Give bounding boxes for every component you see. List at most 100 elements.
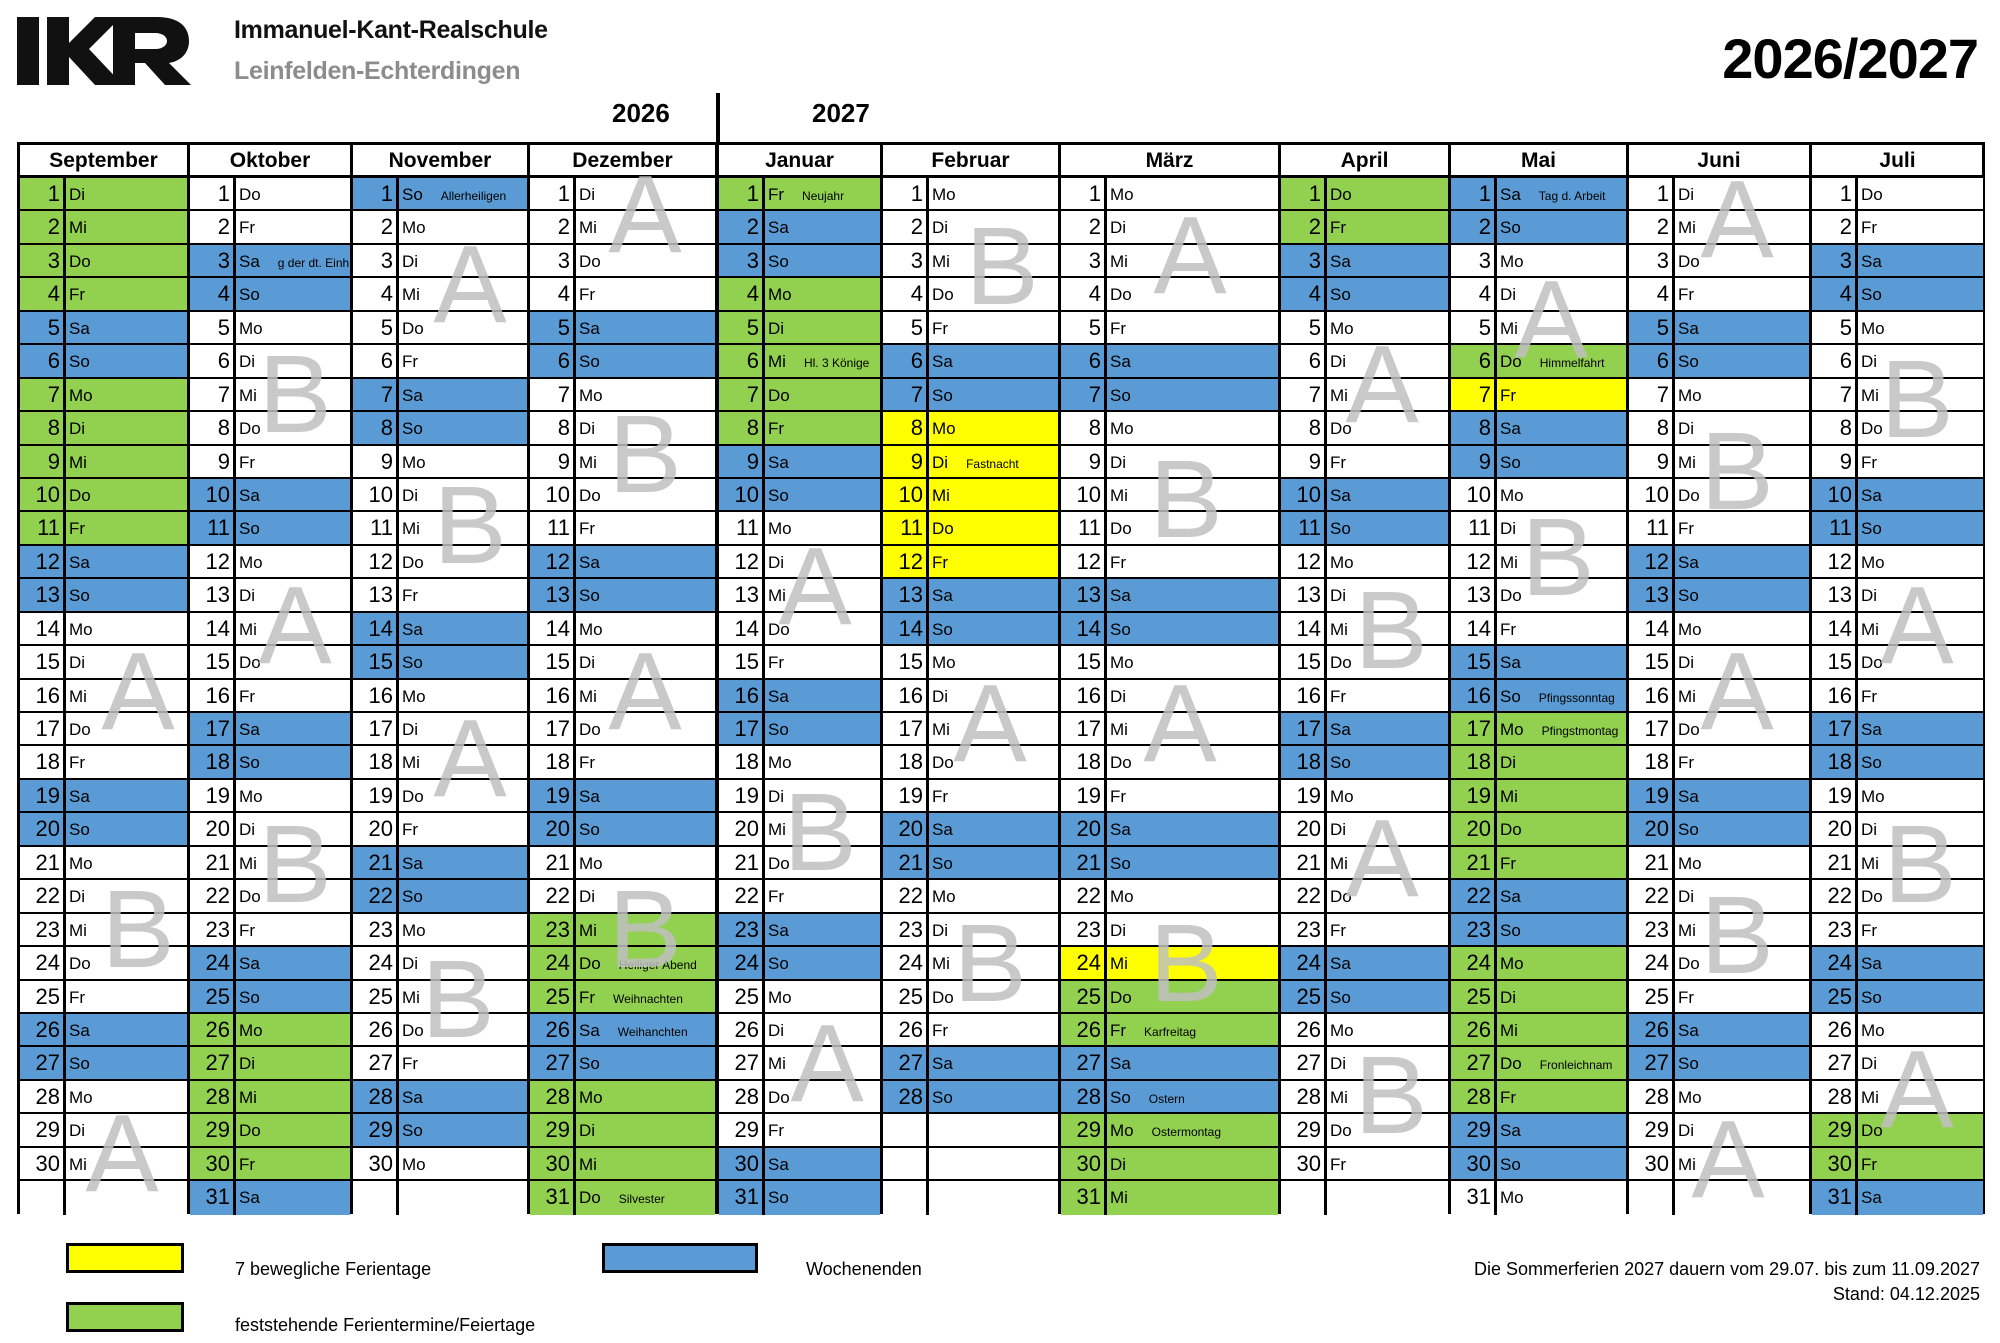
day-cell: 26 Sa Weihanchten bbox=[530, 1013, 715, 1048]
school-name: Immanuel-Kant-Realschule bbox=[234, 16, 548, 44]
weekday-label: Sa bbox=[1675, 780, 1809, 811]
day-number: 5 bbox=[353, 311, 399, 344]
weekday-label bbox=[929, 1181, 1058, 1214]
day-cell: 31 Mi bbox=[1061, 1181, 1278, 1215]
day-cell: 3 Di bbox=[353, 244, 527, 279]
weekday-abbrev: Mi bbox=[1678, 1154, 1696, 1174]
weekday-label: Fr bbox=[399, 813, 527, 844]
weekday-abbrev: Mi bbox=[1861, 619, 1879, 639]
weekday-label: Mo bbox=[765, 746, 880, 777]
day-cell: 25 So bbox=[1281, 980, 1448, 1014]
day-cell: 7 Fr bbox=[1451, 378, 1626, 413]
day-number bbox=[353, 1181, 399, 1215]
weekday-abbrev: Mi bbox=[1678, 452, 1696, 472]
day-cell: 28 Mi bbox=[1281, 1080, 1448, 1115]
day-cell: 30 So bbox=[1451, 1147, 1626, 1182]
day-cell: 11 Fr bbox=[1629, 512, 1809, 546]
weekday-abbrev: Mo bbox=[1110, 419, 1134, 439]
day-cell: 4 Fr bbox=[530, 278, 715, 312]
day-number: 11 bbox=[20, 512, 66, 544]
weekday-abbrev: Sa bbox=[1110, 1054, 1131, 1074]
day-cell: 1 Mo bbox=[1061, 178, 1278, 212]
weekday-label: Mi bbox=[1497, 1014, 1626, 1045]
weekday-label: Sa bbox=[765, 680, 880, 711]
day-cell: 14 So bbox=[1061, 612, 1278, 647]
day-number: 11 bbox=[883, 512, 929, 544]
day-cell: 7 Mo bbox=[530, 378, 715, 413]
day-number: 23 bbox=[883, 913, 929, 946]
weekday-label: Mo bbox=[1675, 379, 1809, 410]
weekday-label: Fr bbox=[1327, 680, 1448, 711]
day-cell: 5 Mo bbox=[190, 311, 350, 346]
weekday-abbrev: Sa bbox=[1500, 185, 1521, 204]
weekday-abbrev: So bbox=[1500, 1154, 1521, 1174]
weekday-label: Sa bbox=[765, 914, 880, 945]
day-number: 4 bbox=[883, 278, 929, 310]
day-cell: 21 Mo bbox=[530, 846, 715, 881]
weekday-abbrev: So bbox=[768, 954, 789, 974]
day-number: 10 bbox=[1281, 478, 1327, 511]
weekday-label: Di bbox=[1107, 446, 1278, 477]
day-cell: 2 Mi bbox=[20, 211, 187, 245]
weekday-abbrev: Mi bbox=[1500, 786, 1518, 806]
weekday-label: Do bbox=[399, 546, 527, 577]
day-number: 24 bbox=[1061, 947, 1107, 979]
day-cell: 9 Fr bbox=[1281, 445, 1448, 479]
weekday-label: Do bbox=[929, 278, 1058, 309]
weekday-abbrev: Do bbox=[932, 285, 954, 305]
day-cell: 21 Mo bbox=[1629, 846, 1809, 881]
school-logo bbox=[17, 17, 191, 85]
weekday-label bbox=[929, 1148, 1058, 1179]
day-number: 3 bbox=[1451, 244, 1497, 277]
weekday-label: Sa Tag d. Arbeit bbox=[1497, 178, 1626, 209]
weekday-label: Di Fastnacht bbox=[929, 446, 1058, 477]
weekday-label: Di bbox=[1858, 345, 1983, 376]
weekday-abbrev: Di bbox=[1110, 920, 1127, 940]
day-number: 24 bbox=[20, 947, 66, 979]
day-number: 16 bbox=[719, 679, 765, 711]
weekday-abbrev: Do bbox=[932, 753, 954, 773]
month-header: Juni bbox=[1629, 145, 1809, 178]
day-number: 9 bbox=[1451, 445, 1497, 477]
day-number: 24 bbox=[1812, 947, 1858, 979]
weekday-label: Sa g der dt. Einh bbox=[236, 245, 350, 276]
day-cell: 19 Sa bbox=[1629, 779, 1809, 814]
day-cell: 13 Mi bbox=[719, 579, 880, 613]
day-cell: 22 So bbox=[353, 880, 527, 914]
weekday-abbrev: Fr bbox=[402, 352, 419, 372]
weekday-abbrev: Di bbox=[1678, 419, 1695, 439]
day-cell: 1 Do bbox=[1281, 178, 1448, 212]
day-cell: 7 Sa bbox=[353, 378, 527, 413]
weekday-abbrev: Mi bbox=[1861, 853, 1879, 873]
weekday-label: Mo bbox=[929, 412, 1058, 443]
weekday-label: So bbox=[765, 245, 880, 276]
day-cell: 15 Di bbox=[1629, 646, 1809, 680]
day-cell: 13 Fr bbox=[353, 579, 527, 613]
weekday-abbrev: Sa bbox=[239, 485, 260, 505]
weekday-label: Fr Neujahr bbox=[765, 178, 880, 209]
weekday-label: Mi bbox=[236, 379, 350, 410]
holiday-note: g der dt. Einh bbox=[277, 255, 350, 270]
day-number: 5 bbox=[883, 311, 929, 344]
day-number: 25 bbox=[20, 980, 66, 1012]
weekday-label: Mi bbox=[765, 1047, 880, 1078]
weekday-label: So bbox=[1675, 345, 1809, 376]
day-number: 4 bbox=[1451, 278, 1497, 310]
day-cell: 27 Di bbox=[1281, 1047, 1448, 1081]
day-number: 8 bbox=[1281, 412, 1327, 444]
day-number: 22 bbox=[1061, 880, 1107, 912]
weekday-label: Do bbox=[236, 412, 350, 443]
weekday-label: Mi bbox=[66, 446, 187, 477]
weekday-label: Fr bbox=[929, 1014, 1058, 1045]
day-cell: 29 Do bbox=[190, 1114, 350, 1148]
weekday-abbrev: Sa bbox=[69, 1020, 90, 1040]
day-number: 18 bbox=[1629, 746, 1675, 778]
weekday-label: Do bbox=[576, 479, 715, 510]
weekday-abbrev: Mi bbox=[1110, 1188, 1128, 1208]
day-number: 22 bbox=[1451, 880, 1497, 912]
weekday-label: Mo bbox=[576, 1081, 715, 1112]
day-number: 16 bbox=[883, 679, 929, 711]
weekday-abbrev: Fr bbox=[1678, 753, 1695, 773]
day-cell: 24 Sa bbox=[1281, 947, 1448, 981]
day-number: 30 bbox=[353, 1147, 399, 1180]
